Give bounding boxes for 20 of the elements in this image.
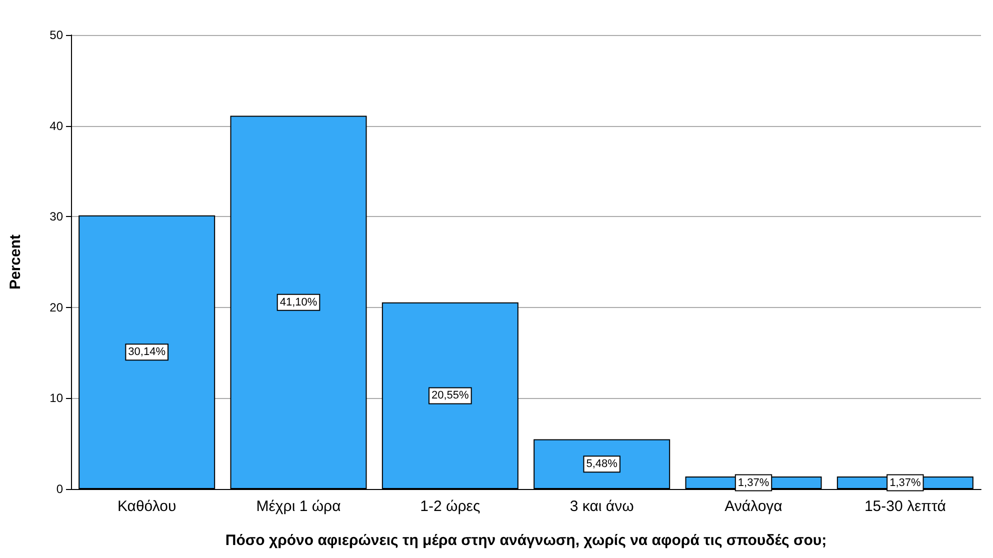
y-tick-label: 20: [50, 300, 64, 314]
data-label: 1,37%: [890, 476, 921, 489]
data-label: 41,10%: [280, 296, 318, 308]
y-tick-label: 10: [50, 391, 64, 406]
data-label: 5,48%: [586, 458, 618, 470]
y-tick-label: 50: [50, 28, 64, 42]
x-axis-title: Πόσο χρόνο αφιερώνεις τη μέρα στην ανάγνωση, χωρίς να αφορά τις σπουδές σου;: [225, 532, 827, 549]
y-tick-label: 0: [56, 482, 64, 496]
x-tick-label: 1-2 ώρες: [420, 498, 480, 515]
x-tick-label: 3 και άνω: [570, 498, 634, 515]
y-tick-label: 30: [50, 210, 64, 224]
data-label: 1,37%: [738, 476, 770, 489]
x-tick-label: Ανάλογα: [724, 498, 783, 515]
y-tick-label: 40: [50, 118, 64, 133]
data-label: 20,55%: [432, 390, 470, 402]
x-tick-label: 15-30 λεπτά: [864, 498, 946, 515]
x-tick-label: Καθόλου: [117, 498, 176, 515]
x-tick-label: Μέχρι 1 ώρα: [256, 498, 342, 515]
y-axis-title: Percent: [7, 234, 24, 290]
data-label: 30,14%: [128, 346, 166, 358]
